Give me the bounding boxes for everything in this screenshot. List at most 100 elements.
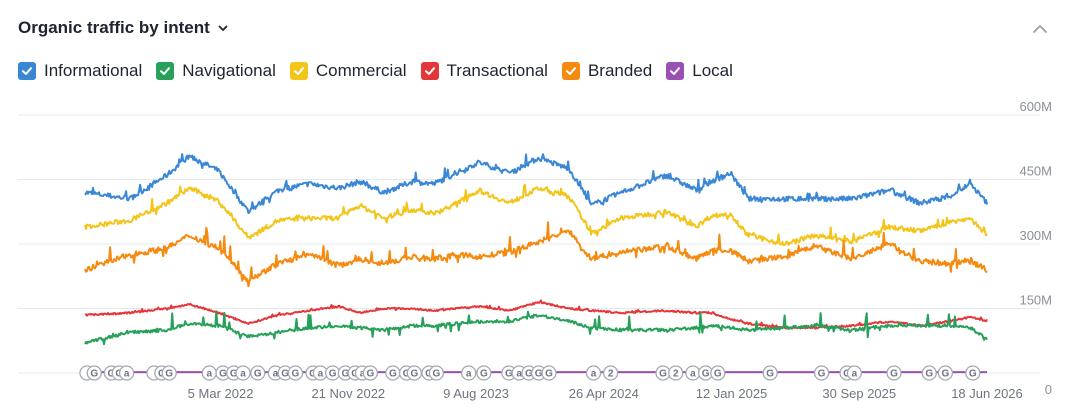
y-tick-label: 450M bbox=[1019, 164, 1052, 179]
event-marker-label: a bbox=[207, 369, 213, 380]
event-marker-label: G bbox=[525, 369, 533, 380]
chevron-down-icon[interactable] bbox=[218, 23, 228, 33]
legend-label: Branded bbox=[587, 61, 653, 80]
event-marker bbox=[846, 365, 863, 381]
legend-label: Informational bbox=[44, 61, 143, 80]
event-marker-label: G bbox=[90, 369, 98, 380]
event-marker-label: G bbox=[433, 369, 441, 380]
event-marker-label: G bbox=[366, 369, 374, 380]
x-tick-label: 21 Nov 2022 bbox=[311, 386, 385, 401]
event-marker bbox=[235, 365, 251, 381]
event-marker bbox=[118, 365, 135, 381]
series-line-branded bbox=[84, 221, 988, 288]
legend-branded[interactable]: Branded bbox=[561, 61, 653, 81]
event-marker-label: G bbox=[942, 369, 950, 380]
event-marker-label: G bbox=[969, 369, 977, 380]
event-marker bbox=[428, 365, 445, 381]
event-marker bbox=[937, 365, 954, 381]
chevron-up-icon[interactable] bbox=[1031, 20, 1049, 38]
chart-header: Organic traffic by intent bbox=[18, 18, 228, 38]
event-marker-label: a bbox=[591, 369, 597, 380]
event-marker bbox=[250, 365, 266, 381]
event-marker bbox=[362, 365, 378, 381]
legend-label: Transactional bbox=[446, 61, 548, 80]
legend-local[interactable]: Local bbox=[666, 61, 733, 81]
event-marker bbox=[965, 365, 981, 381]
event-marker bbox=[762, 365, 778, 381]
event-marker-label: G bbox=[659, 369, 667, 380]
x-tick-label: 18 Jun 2026 bbox=[951, 386, 1023, 401]
event-marker-label: G bbox=[818, 369, 826, 380]
event-marker bbox=[921, 365, 937, 381]
event-marker-label: 2 bbox=[673, 369, 679, 380]
event-marker-label: G bbox=[219, 369, 227, 380]
event-marker-label: G bbox=[714, 369, 722, 380]
series-line-transactional bbox=[84, 299, 988, 330]
legend-label: Navigational bbox=[182, 61, 276, 80]
check-icon[interactable] bbox=[156, 62, 175, 80]
event-marker bbox=[161, 365, 177, 381]
event-marker-label: a bbox=[240, 369, 246, 380]
check-icon[interactable] bbox=[420, 62, 439, 80]
series-line-informational bbox=[84, 153, 988, 214]
event-marker-label: G bbox=[389, 369, 397, 380]
event-marker-label: G bbox=[890, 369, 898, 380]
check-icon[interactable] bbox=[666, 62, 685, 80]
y-tick-label: 300M bbox=[1019, 228, 1052, 243]
event-marker bbox=[602, 365, 619, 381]
legend-commercial[interactable]: Commercial bbox=[289, 61, 407, 81]
event-marker bbox=[461, 365, 477, 381]
event-marker-label: G bbox=[702, 369, 710, 380]
series-line-navigational bbox=[84, 310, 988, 346]
x-tick-label: 30 Sep 2025 bbox=[822, 386, 896, 401]
event-marker-label: a bbox=[318, 369, 324, 380]
event-marker-label: a bbox=[852, 369, 858, 380]
event-marker-label: G bbox=[341, 369, 349, 380]
event-marker bbox=[668, 365, 684, 381]
series-line-commercial bbox=[84, 183, 988, 247]
legend-transactional[interactable]: Transactional bbox=[420, 61, 548, 81]
x-tick-label: 26 Apr 2024 bbox=[569, 386, 639, 401]
event-marker-label: a bbox=[124, 369, 130, 380]
x-tick-label: 9 Aug 2023 bbox=[443, 386, 509, 401]
event-marker bbox=[585, 365, 602, 381]
event-marker-label: G bbox=[230, 369, 238, 380]
check-icon[interactable] bbox=[289, 62, 308, 80]
event-marker bbox=[710, 365, 726, 381]
event-marker-label: G bbox=[329, 369, 337, 380]
x-tick-label: 5 Mar 2022 bbox=[188, 386, 254, 401]
y-tick-label: 600M bbox=[1019, 99, 1052, 114]
y-tick-label: 150M bbox=[1019, 293, 1052, 308]
event-marker-label: a bbox=[690, 369, 696, 380]
x-tick-label: 12 Jan 2025 bbox=[696, 386, 768, 401]
event-marker-label: G bbox=[403, 369, 411, 380]
event-marker-label: a bbox=[516, 369, 522, 380]
check-icon[interactable] bbox=[18, 62, 36, 80]
event-marker-label: a bbox=[466, 369, 472, 380]
event-marker bbox=[86, 365, 102, 381]
event-marker-label: G bbox=[480, 369, 488, 380]
event-marker-label: G bbox=[535, 369, 543, 380]
event-marker bbox=[541, 365, 557, 381]
event-marker bbox=[886, 365, 902, 381]
event-marker-label: 2 bbox=[608, 369, 614, 380]
event-marker bbox=[406, 365, 423, 381]
event-marker-label: G bbox=[505, 369, 513, 380]
check-icon[interactable] bbox=[561, 62, 580, 80]
chart-title: Organic traffic by intent bbox=[18, 18, 210, 37]
event-marker-label: a bbox=[360, 369, 366, 380]
legend-label: Commercial bbox=[315, 61, 407, 80]
event-marker-label: G bbox=[165, 369, 173, 380]
event-marker bbox=[813, 365, 830, 381]
event-marker bbox=[287, 365, 304, 381]
legend-informational[interactable]: Informational bbox=[18, 61, 142, 81]
event-marker-label: G bbox=[545, 369, 553, 380]
event-marker-label: G bbox=[281, 369, 289, 380]
event-marker-label: G bbox=[108, 369, 116, 380]
legend-navigational[interactable]: Navigational bbox=[156, 61, 276, 81]
event-marker bbox=[476, 365, 492, 381]
event-marker-label: a bbox=[273, 369, 279, 380]
event-marker-label: G bbox=[925, 369, 933, 380]
chart-legend: Informational Navigational Commercial Tr… bbox=[18, 61, 733, 81]
